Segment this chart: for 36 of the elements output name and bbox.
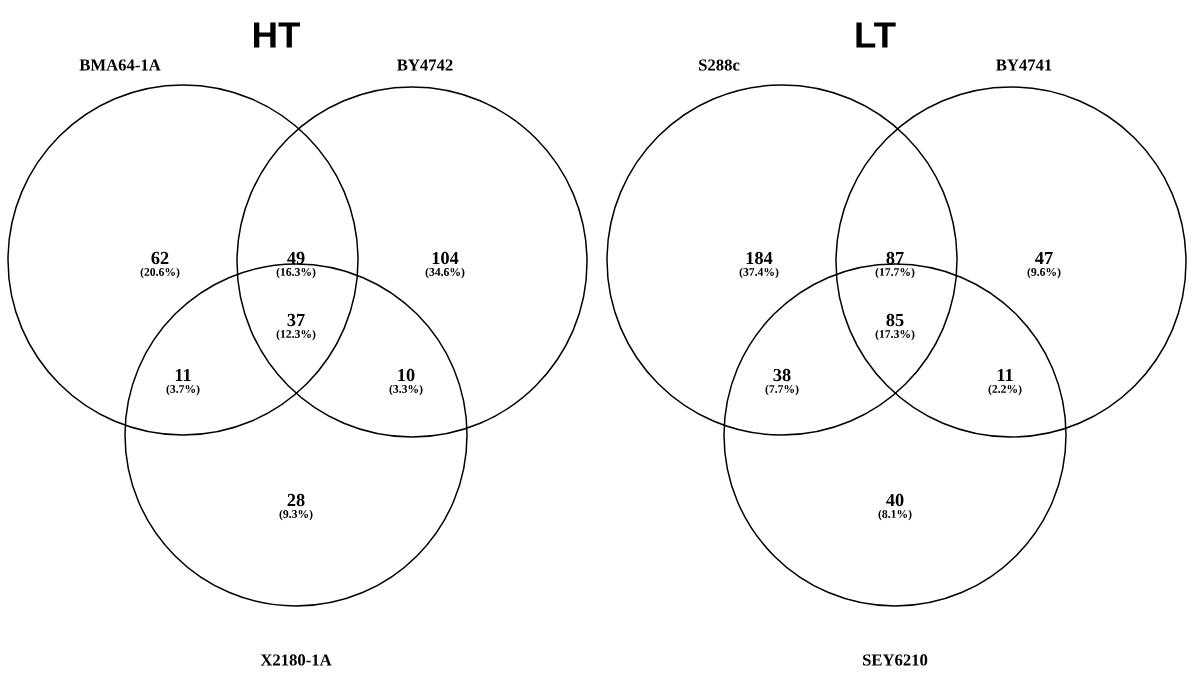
text: HT: [254, 22, 301, 48]
text: BMA64-1A: [79, 59, 161, 71]
data-label: 11: [175, 368, 191, 382]
data-label: 47: [1035, 251, 1053, 265]
data-label: 87: [886, 251, 904, 265]
data-label: 85: [886, 313, 904, 327]
text: (9.6%): [1027, 267, 1061, 279]
text: (34.6%): [425, 267, 465, 279]
text: (17.3%): [875, 329, 915, 341]
text: (7.7%): [765, 384, 799, 396]
data-label: 40: [886, 493, 904, 507]
text: (12.3%): [276, 329, 316, 341]
text: (3.7%): [166, 384, 200, 396]
text: (9.3%): [279, 509, 313, 521]
data-label: 37: [287, 313, 305, 327]
text: BY4741: [996, 59, 1052, 71]
data-label: 28: [287, 493, 305, 507]
text: BY4742: [397, 59, 453, 71]
text: (37.4%): [739, 267, 779, 279]
text: (16.3%): [276, 267, 316, 279]
data-label: 49: [287, 251, 305, 265]
data-label: 10: [398, 368, 415, 382]
data-label: 38: [773, 368, 791, 382]
text: S288c: [699, 59, 740, 71]
text: (3.3%): [389, 384, 423, 396]
data-label: 184: [746, 251, 773, 265]
text: (2.2%): [988, 384, 1022, 396]
text: SEY6210: [863, 654, 928, 666]
data-label: 62: [151, 251, 169, 265]
text: (8.1%): [878, 509, 912, 521]
text: LT: [856, 22, 896, 48]
text: (20.6%): [140, 267, 180, 279]
text: (17.7%): [875, 267, 915, 279]
data-label: 11: [997, 368, 1013, 382]
data-label: 104: [432, 251, 459, 265]
text: X2180-1A: [260, 654, 332, 666]
